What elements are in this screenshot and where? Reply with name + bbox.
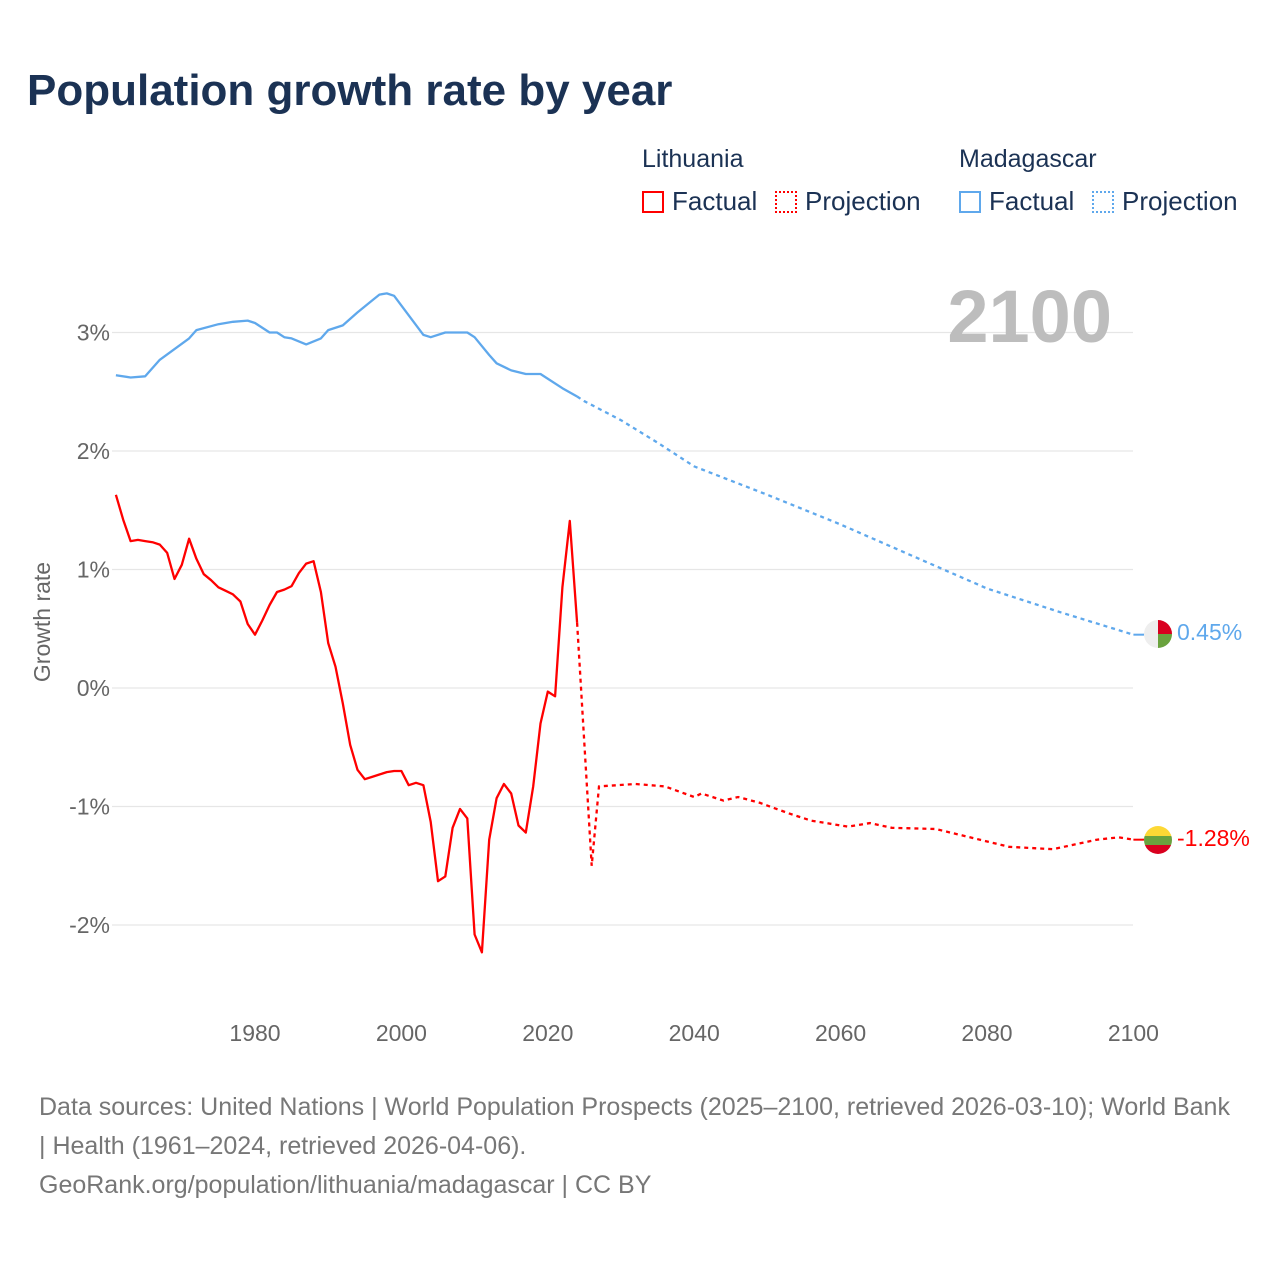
y-tick-label: 2% [77, 438, 110, 464]
legend-lithuania-projection[interactable]: Projection [775, 186, 921, 217]
x-tick-label: 2000 [376, 1020, 427, 1046]
legend-lithuania-factual[interactable]: Factual [642, 186, 757, 217]
y-tick-label: -2% [69, 912, 110, 938]
legend-label: Factual [672, 186, 758, 216]
lithuania-projection-line [575, 622, 1134, 866]
lithuania-flag-icon [1144, 826, 1172, 854]
x-tick-label: 2060 [815, 1020, 866, 1046]
legend-label: Projection [1122, 186, 1238, 216]
x-tick-label: 1980 [229, 1020, 280, 1046]
legend-swatch-solid [642, 190, 664, 213]
legend-madagascar-projection[interactable]: Projection [1092, 186, 1238, 217]
madagascar-projection-line [576, 395, 1134, 636]
lithuania-factual-line [114, 494, 579, 954]
x-tick-label: 2020 [522, 1020, 573, 1046]
legend-swatch-dotted [1092, 190, 1114, 213]
madagascar-end-label: 0.45% [1177, 619, 1242, 645]
x-tick-label: 2040 [669, 1020, 720, 1046]
legend-madagascar-factual[interactable]: Factual [959, 186, 1074, 217]
y-tick-label: -1% [69, 794, 110, 820]
madagascar-factual-line [115, 292, 578, 398]
footer: Data sources: United Nations | World Pop… [39, 1088, 1239, 1205]
x-tick-label: 2100 [1108, 1020, 1159, 1046]
y-tick-label: 3% [77, 320, 110, 346]
legend-group-madagascar: Madagascar [959, 145, 1097, 173]
year-indicator: 2100 [947, 275, 1112, 358]
chart-title: Population growth rate by year [27, 66, 673, 115]
lithuania-end-label: -1.28% [1177, 825, 1250, 851]
y-axis-label: Growth rate [29, 562, 55, 682]
attribution-link[interactable]: GeoRank.org/population/lithuania/madagas… [39, 1171, 652, 1199]
y-tick-label: 0% [77, 675, 110, 701]
legend-label: Projection [805, 186, 921, 216]
y-tick-label: 1% [77, 557, 110, 583]
x-tick-label: 2080 [961, 1020, 1012, 1046]
legend-swatch-solid [959, 190, 981, 213]
data-sources-text: Data sources: United Nations | World Pop… [39, 1093, 1230, 1160]
madagascar-flag-icon [1144, 620, 1172, 648]
legend-swatch-dotted [775, 190, 797, 213]
legend-group-lithuania: Lithuania [642, 145, 744, 173]
legend-label: Factual [989, 186, 1075, 216]
